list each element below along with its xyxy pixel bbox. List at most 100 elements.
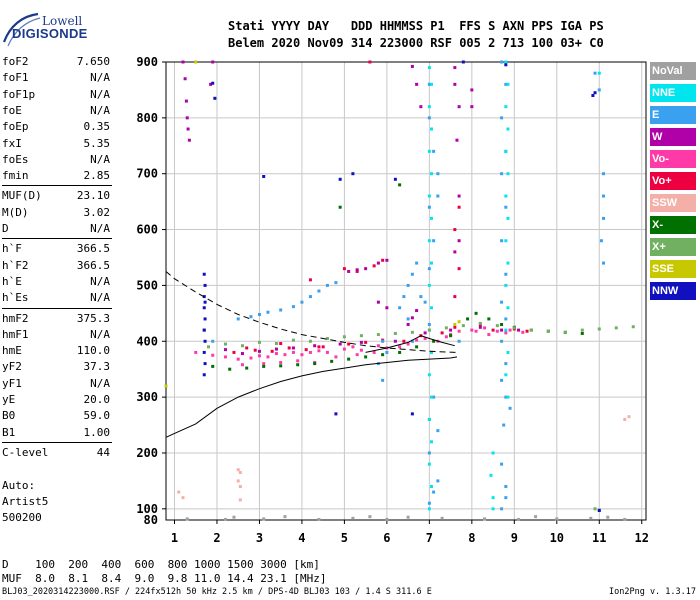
data-point <box>240 352 244 356</box>
data-point <box>262 175 266 178</box>
data-point <box>457 267 461 271</box>
data-point <box>355 268 359 272</box>
param-row: hmF1 N/A <box>2 327 110 343</box>
data-point <box>300 353 304 357</box>
data-point <box>429 261 433 265</box>
data-point <box>406 323 410 327</box>
param-name: h`F <box>2 242 22 256</box>
param-row: MUF(D) 23.10 <box>2 188 110 204</box>
data-point <box>500 462 504 466</box>
data-point <box>455 138 459 142</box>
param-value: N/A <box>90 291 110 305</box>
file-info-footer: BLJ03_2020314223000.RSF / 224fx512h 50 k… <box>2 587 432 597</box>
data-point <box>317 349 321 353</box>
data-point <box>359 348 363 352</box>
legend-entry: SSW <box>650 194 696 212</box>
data-point <box>593 507 597 511</box>
param-name: fmin <box>2 169 29 183</box>
data-point <box>521 330 525 334</box>
data-point <box>279 360 283 364</box>
data-point <box>504 194 508 198</box>
data-point <box>321 345 325 349</box>
data-point <box>347 357 351 361</box>
data-point <box>478 325 482 329</box>
station-header: Stati YYYY DAY DDD HHMMSS P1 FFS S AXN P… <box>228 18 604 52</box>
profile-line-dashed <box>165 271 458 353</box>
data-point <box>279 364 283 368</box>
param-separator <box>2 307 112 309</box>
auto-line3: 500200 <box>2 511 42 524</box>
data-point <box>274 352 278 356</box>
profile-line <box>365 335 455 353</box>
data-point <box>429 82 433 86</box>
data-point <box>347 269 351 273</box>
data-point <box>491 328 495 332</box>
lowell-digisonde-logo: Lowell DIGISONDE <box>2 6 87 50</box>
param-row: foE N/A <box>2 103 110 119</box>
data-point <box>429 127 433 131</box>
data-point <box>627 415 631 419</box>
data-point <box>342 347 346 351</box>
param-name: h`F2 <box>2 258 29 272</box>
data-point <box>506 261 510 265</box>
param-row: B1 1.00 <box>2 425 110 441</box>
data-point <box>274 347 278 351</box>
data-point <box>525 329 529 333</box>
data-point <box>364 267 368 271</box>
data-point <box>504 239 508 243</box>
data-point <box>427 116 431 120</box>
data-point <box>359 340 363 344</box>
data-point <box>202 328 206 332</box>
data-point <box>262 364 266 368</box>
data-point <box>410 272 414 276</box>
data-point <box>599 239 603 243</box>
auto-line1: Auto: <box>2 479 36 492</box>
param-value: 366.5 <box>76 258 110 272</box>
param-row: h`Es N/A <box>2 290 110 306</box>
data-point <box>266 310 270 314</box>
param-value: 0.35 <box>83 120 111 134</box>
data-point <box>457 205 461 209</box>
auto-scaling-info: Auto: Artist5 500200 <box>2 478 48 526</box>
data-point <box>504 283 508 287</box>
data-point <box>238 498 242 502</box>
data-point <box>429 484 433 488</box>
data-point <box>546 329 550 333</box>
data-point <box>457 339 461 343</box>
data-point <box>597 509 601 513</box>
param-row: h`F 366.5 <box>2 241 110 257</box>
data-point <box>432 395 436 399</box>
data-point <box>500 378 504 382</box>
y-tick-label: 700 <box>136 167 158 181</box>
data-point <box>203 362 207 366</box>
y-tick-label: 200 <box>136 446 158 460</box>
data-point <box>436 194 440 198</box>
param-value: 59.0 <box>83 409 111 423</box>
data-point <box>209 82 213 86</box>
data-point <box>351 516 355 520</box>
data-point <box>330 359 334 363</box>
data-point <box>211 60 215 64</box>
data-point <box>436 172 440 176</box>
param-value: N/A <box>90 152 110 166</box>
x-tick-label: 4 <box>298 531 305 545</box>
legend-entry: Vo+ <box>650 172 696 190</box>
data-point <box>393 339 397 343</box>
data-point <box>211 339 215 343</box>
data-point <box>245 346 249 350</box>
data-point <box>415 82 419 86</box>
data-point <box>203 300 207 304</box>
data-point <box>381 353 385 357</box>
param-value: N/A <box>90 327 110 341</box>
data-point <box>177 490 181 494</box>
param-value: N/A <box>90 274 110 288</box>
param-value: N/A <box>90 103 110 117</box>
param-row: fxI 5.35 <box>2 136 110 152</box>
data-point <box>504 82 508 86</box>
data-point <box>483 517 487 521</box>
data-point <box>506 216 510 220</box>
data-point <box>436 479 440 483</box>
data-point <box>232 350 236 354</box>
distance-muf-table: D 100 200 400 600 800 1000 1500 3000 [km… <box>2 558 327 586</box>
data-point <box>313 344 317 348</box>
